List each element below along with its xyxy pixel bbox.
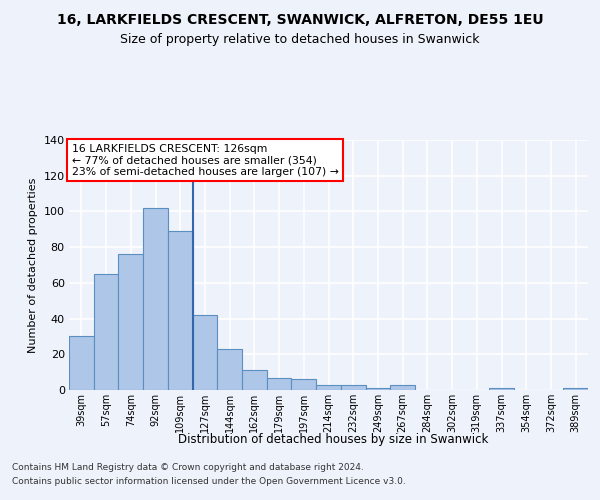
Bar [489, 388, 514, 390]
Bar [94, 274, 118, 390]
Bar [267, 378, 292, 390]
Bar [193, 315, 217, 390]
Bar [118, 254, 143, 390]
Text: Distribution of detached houses by size in Swanwick: Distribution of detached houses by size … [178, 432, 488, 446]
Bar [217, 349, 242, 390]
Text: 16 LARKFIELDS CRESCENT: 126sqm
← 77% of detached houses are smaller (354)
23% of: 16 LARKFIELDS CRESCENT: 126sqm ← 77% of … [71, 144, 338, 177]
Y-axis label: Number of detached properties: Number of detached properties [28, 178, 38, 352]
Bar [365, 388, 390, 390]
Bar [69, 336, 94, 390]
Bar [563, 388, 588, 390]
Bar [341, 384, 365, 390]
Text: Contains public sector information licensed under the Open Government Licence v3: Contains public sector information licen… [12, 478, 406, 486]
Bar [316, 384, 341, 390]
Text: Contains HM Land Registry data © Crown copyright and database right 2024.: Contains HM Land Registry data © Crown c… [12, 462, 364, 471]
Bar [390, 384, 415, 390]
Text: 16, LARKFIELDS CRESCENT, SWANWICK, ALFRETON, DE55 1EU: 16, LARKFIELDS CRESCENT, SWANWICK, ALFRE… [56, 12, 544, 26]
Bar [242, 370, 267, 390]
Bar [168, 231, 193, 390]
Bar [143, 208, 168, 390]
Bar [292, 380, 316, 390]
Text: Size of property relative to detached houses in Swanwick: Size of property relative to detached ho… [120, 32, 480, 46]
